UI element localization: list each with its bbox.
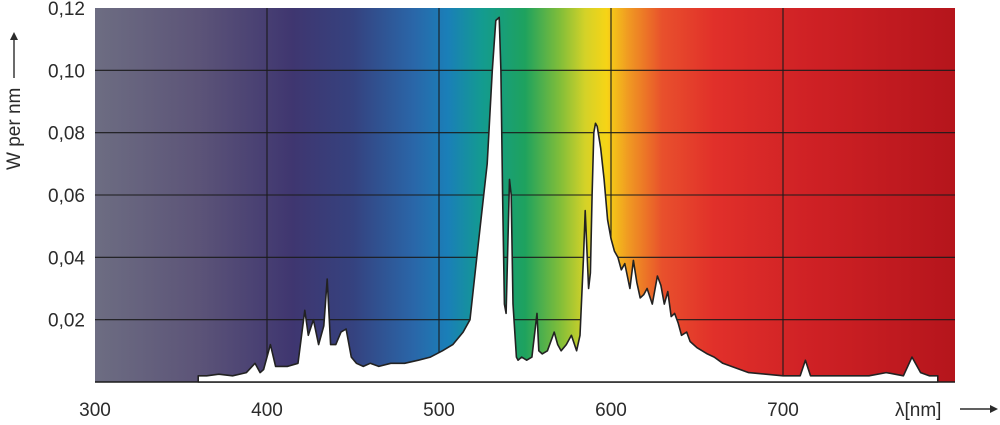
y-tick-label: 0,12: [48, 0, 85, 20]
series-area: [197, 16, 939, 383]
y-axis-label-group: W per nm: [4, 32, 25, 170]
x-axis-arrowhead-icon: [990, 405, 998, 413]
y-tick-label: 0,04: [48, 248, 85, 269]
x-axis-ticks: 300 400 500 600 700: [79, 400, 799, 421]
x-tick-label: 600: [595, 400, 627, 421]
x-tick-label: 500: [423, 400, 455, 421]
x-axis-label: λ[nm]: [895, 400, 941, 421]
y-tick-label: 0,08: [48, 124, 85, 145]
y-tick-label: 0,06: [48, 186, 85, 207]
spectrum-area: [197, 16, 939, 383]
x-tick-label: 300: [79, 400, 111, 421]
y-axis-arrowhead-icon: [10, 32, 18, 40]
y-tick-label: 0,02: [48, 311, 85, 332]
x-tick-label: 700: [767, 400, 799, 421]
y-axis-label: W per nm: [4, 88, 25, 170]
x-tick-label: 400: [251, 400, 283, 421]
y-tick-label: 0,10: [48, 61, 85, 82]
y-axis-ticks: 0,02 0,04 0,06 0,08 0,10 0,12: [48, 0, 85, 332]
